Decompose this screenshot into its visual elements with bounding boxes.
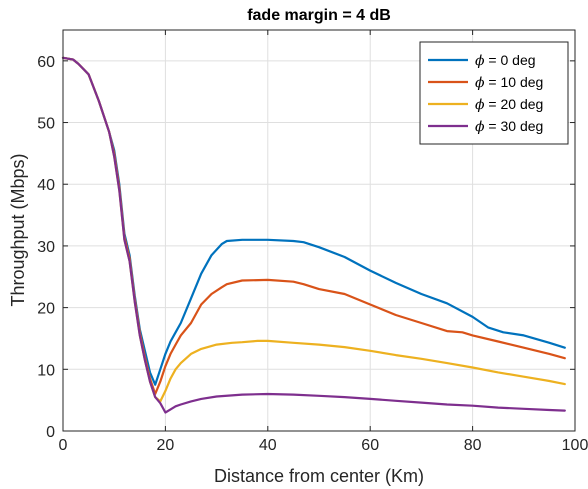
x-tick-label: 100	[562, 437, 588, 454]
x-tick-label: 40	[259, 437, 277, 454]
chart-title: fade margin = 4 dB	[247, 7, 391, 24]
legend-label: = 0 deg	[485, 52, 536, 68]
y-tick-label: 0	[46, 424, 55, 441]
legend-entry: ϕ = 20 deg	[475, 96, 543, 113]
y-tick-label: 20	[37, 301, 55, 318]
x-tick-label: 0	[59, 437, 68, 454]
series-line-3	[61, 56, 566, 414]
legend-entry: ϕ = 30 deg	[475, 118, 543, 135]
legend-entry: ϕ = 0 deg	[475, 52, 536, 69]
x-tick-label: 80	[464, 437, 482, 454]
y-axis-label: Throughput (Mbps)	[8, 153, 28, 306]
y-tick-label: 50	[37, 116, 55, 133]
y-tick-label: 10	[37, 362, 55, 379]
legend-phi-symbol: ϕ	[475, 119, 485, 135]
x-tick-label: 20	[157, 437, 175, 454]
ticks: 0 20 40 60 80 100 0 10 20 30 40 50 60	[37, 30, 588, 454]
y-tick-label: 30	[37, 239, 55, 256]
x-axis-label: Distance from center (Km)	[214, 466, 424, 486]
series-lines	[61, 56, 566, 414]
legend-label: = 20 deg	[485, 96, 544, 112]
legend-label: = 10 deg	[485, 74, 544, 90]
legend-entry: ϕ = 10 deg	[475, 74, 543, 91]
legend-phi-symbol: ϕ	[475, 53, 485, 69]
y-tick-label: 60	[37, 54, 55, 71]
legend-label: = 30 deg	[485, 118, 544, 134]
legend-phi-symbol: ϕ	[475, 75, 485, 91]
legend-phi-symbol: ϕ	[475, 97, 485, 113]
y-tick-label: 40	[37, 177, 55, 194]
plot-frame	[62, 29, 576, 432]
x-tick-label: 60	[361, 437, 379, 454]
